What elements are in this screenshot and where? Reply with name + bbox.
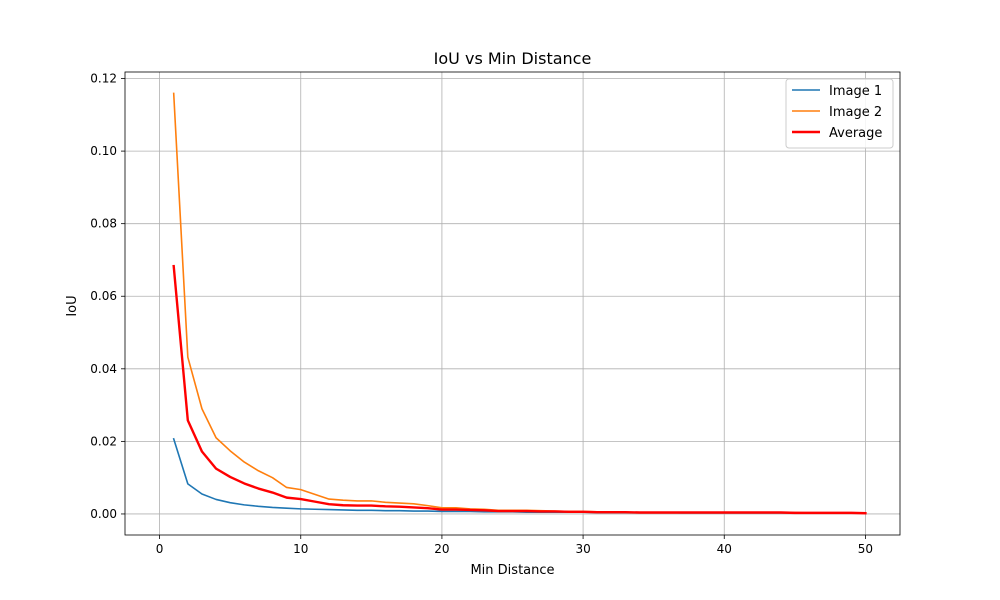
legend-entry-label: Average: [829, 126, 882, 141]
legend-entry-label: Image 1: [829, 84, 882, 99]
x-tick-label: 30: [575, 542, 590, 556]
y-tick-label: 0.06: [90, 289, 117, 303]
x-tick-label: 0: [156, 542, 164, 556]
legend: Image 1 Image 2 Average: [785, 78, 894, 149]
y-axis-ticks: 0.00 0.02 0.04 0.06 0.08 0.10 0.12: [90, 72, 125, 521]
series-line-average: [172, 264, 867, 515]
grid: [125, 72, 900, 535]
y-tick-label: 0.10: [90, 144, 117, 158]
x-axis-label: Min Distance: [470, 563, 554, 578]
plot-frame: [124, 71, 901, 536]
x-tick-label: 20: [434, 542, 449, 556]
legend-box: [785, 78, 894, 149]
x-tick-label: 40: [717, 542, 732, 556]
x-tick-label: 50: [858, 542, 873, 556]
y-axis-label: IoU: [65, 295, 80, 316]
chart-title: IoU vs Min Distance: [434, 49, 592, 68]
y-tick-label: 0.02: [90, 434, 117, 448]
y-tick-label: 0.12: [90, 72, 117, 86]
y-tick-label: 0.00: [90, 507, 117, 521]
x-tick-label: 10: [293, 542, 308, 556]
x-axis-ticks: 0 10 20 30 40 50: [156, 535, 873, 556]
y-tick-label: 0.08: [90, 217, 117, 231]
legend-entry-label: Image 2: [829, 105, 882, 120]
y-tick-label: 0.04: [90, 362, 117, 376]
series-layer: [172, 92, 867, 515]
